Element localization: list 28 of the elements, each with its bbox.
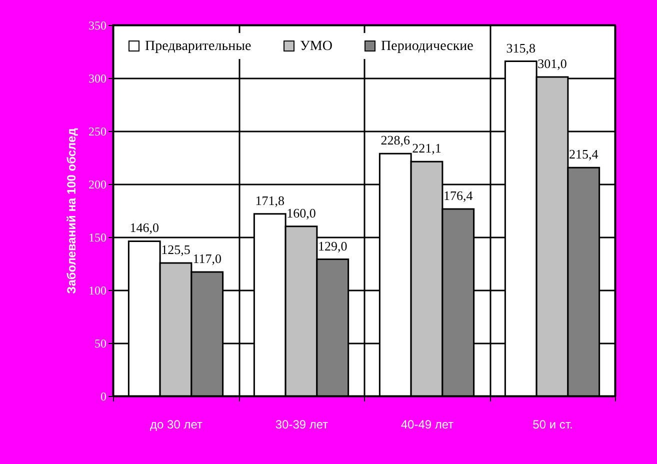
legend-label: УМО: [300, 39, 332, 54]
y-tick-label: 300: [88, 72, 106, 86]
data-label: 176,4: [444, 188, 474, 204]
data-label: 228,6: [380, 132, 410, 148]
x-tick-label: до 30 лет: [150, 418, 203, 432]
y-axis-title: Заболеваний на 100 обслед: [64, 128, 78, 294]
y-tick-label: 100: [88, 284, 106, 298]
y-tick-label: 250: [88, 124, 106, 138]
y-tick-label: 50: [94, 336, 106, 350]
data-label: 160,0: [286, 205, 316, 220]
y-tick-label: 0: [100, 390, 106, 404]
data-label: 125,5: [161, 242, 190, 257]
legend-label: Предварительные: [145, 39, 252, 54]
y-tick-label: 350: [88, 18, 106, 32]
data-label: 221,1: [412, 140, 442, 156]
data-label: 129,0: [318, 238, 348, 254]
data-label: 315,8: [506, 40, 536, 56]
x-tick-label: 40-49 лет: [400, 418, 454, 432]
y-tick-label: 200: [88, 178, 106, 192]
data-label: 215,4: [569, 146, 599, 162]
x-tick-label: 50 и ст.: [532, 418, 573, 432]
data-label: 117,0: [192, 250, 222, 266]
y-tick-label: 150: [88, 230, 106, 244]
data-label: 146,0: [130, 220, 159, 236]
data-label: 171,8: [255, 192, 284, 208]
legend-label: Периодические: [381, 39, 474, 54]
x-tick-label: 30-39 лет: [275, 418, 329, 432]
data-label: 301,0: [538, 56, 567, 71]
